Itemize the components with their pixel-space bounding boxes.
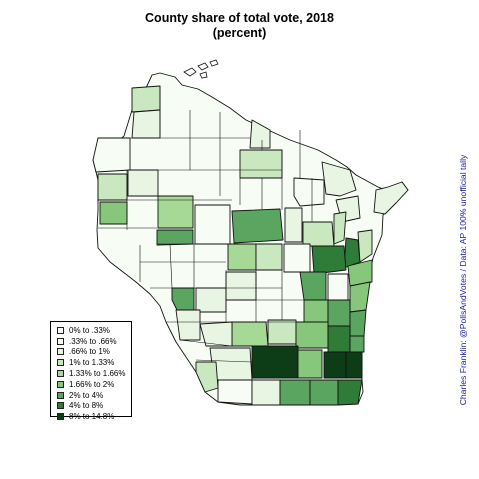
- county: [284, 207, 303, 243]
- legend-label: 1.66% to 2%: [69, 379, 115, 389]
- county: [227, 243, 257, 271]
- county: [327, 273, 349, 301]
- data-credit: Charles Franklin: @PollsAndVotes / Data:…: [458, 154, 468, 406]
- county: [295, 321, 329, 349]
- map-title: County share of total vote, 2018: [145, 11, 334, 25]
- legend-swatch: [57, 359, 64, 367]
- county: [283, 243, 311, 273]
- county: [127, 169, 159, 197]
- county: [347, 259, 373, 287]
- legend-swatch: [57, 370, 64, 378]
- legend-swatch: [57, 402, 64, 410]
- county: [255, 243, 283, 271]
- legend-swatch: [57, 413, 64, 421]
- county: [251, 345, 299, 379]
- county: [293, 177, 325, 207]
- county: [267, 319, 297, 345]
- county: [199, 321, 233, 347]
- legend-swatch: [57, 391, 64, 399]
- legend-item: 1% to 1.33%: [57, 357, 131, 368]
- legend-label: .33% to .66%: [69, 336, 117, 346]
- county: [321, 161, 357, 197]
- county: [311, 245, 347, 275]
- county: [175, 309, 201, 341]
- county: [345, 351, 363, 379]
- county: [297, 349, 323, 379]
- county: [349, 281, 371, 313]
- county: [323, 351, 347, 379]
- legend-label: 1.33% to 1.66%: [69, 369, 126, 379]
- county: [195, 361, 219, 393]
- legend-item: 2% to 4%: [57, 390, 131, 401]
- legend-label: 2% to 4%: [69, 390, 104, 400]
- county: [92, 137, 131, 173]
- legend-item: 0% to .33%: [57, 325, 131, 336]
- county: [195, 287, 227, 313]
- county: [131, 85, 161, 113]
- island: [209, 59, 219, 67]
- county: [249, 119, 271, 149]
- county: [349, 335, 365, 353]
- county: [337, 379, 363, 406]
- county: [327, 299, 351, 327]
- county: [302, 221, 335, 247]
- legend-item: 1.33% to 1.66%: [57, 368, 131, 379]
- county: [231, 208, 284, 244]
- legend-label: 4% to 8%: [69, 401, 104, 411]
- county: [299, 271, 327, 301]
- county: [157, 195, 194, 229]
- legend-item: .33% to .66%: [57, 336, 131, 347]
- county: [349, 309, 367, 337]
- door-peninsula: [373, 181, 409, 215]
- legend-item: 4% to 8%: [57, 401, 131, 412]
- county: [97, 173, 128, 201]
- legend-swatch: [57, 326, 64, 334]
- county: [239, 149, 283, 179]
- legend-swatch: [57, 348, 64, 356]
- legend-label: 8% to 14.8%: [69, 412, 115, 422]
- legend-item: 1.66% to 2%: [57, 379, 131, 390]
- island: [199, 71, 208, 79]
- county: [225, 271, 257, 301]
- county: [131, 109, 161, 139]
- county: [99, 201, 128, 225]
- map-subtitle: (percent): [212, 26, 267, 40]
- legend-item: .66% to 1%: [57, 347, 131, 358]
- island: [197, 62, 209, 71]
- county: [217, 379, 253, 405]
- county: [303, 299, 329, 325]
- county: [327, 325, 351, 353]
- county: [357, 229, 373, 263]
- legend-swatch: [57, 380, 64, 388]
- county: [251, 379, 281, 406]
- island: [183, 67, 197, 77]
- legend-item: 8% to 14.8%: [57, 411, 131, 422]
- county: [309, 379, 339, 406]
- legend: 0% to .33% .33% to .66% .66% to 1% 1% to…: [50, 321, 132, 421]
- county: [279, 379, 311, 406]
- legend-label: 1% to 1.33%: [69, 358, 115, 368]
- county: [156, 229, 194, 246]
- legend-label: 0% to .33%: [69, 325, 110, 335]
- legend-swatch: [57, 337, 64, 345]
- county: [194, 204, 231, 245]
- county: [333, 211, 347, 245]
- county: [231, 321, 269, 347]
- legend-label: .66% to 1%: [69, 347, 110, 357]
